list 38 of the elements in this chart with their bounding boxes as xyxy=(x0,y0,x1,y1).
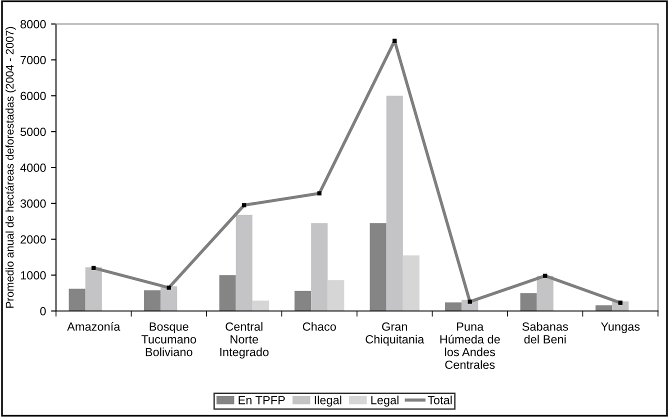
y-tick-label: 2000 xyxy=(20,235,46,244)
x-tick-label: Sabanas del Beni xyxy=(522,322,568,344)
x-tick-label: Puna Húmeda de los Andes Centrales xyxy=(440,322,500,369)
x-tick-label: Yungas xyxy=(600,322,640,334)
bar xyxy=(252,300,269,311)
bar xyxy=(386,96,403,311)
y-tick-label: 0 xyxy=(40,307,46,316)
bar xyxy=(328,280,344,311)
bar xyxy=(219,275,236,311)
x-tick-label: Gran Chiquitania xyxy=(366,322,424,346)
legend-label: Legal xyxy=(371,396,398,407)
y-tick-label: 1000 xyxy=(20,271,46,280)
bar xyxy=(370,223,386,311)
y-tick-label: 3000 xyxy=(20,199,46,208)
bar xyxy=(85,267,102,311)
bar xyxy=(311,223,328,311)
legend-label: En TPFP xyxy=(238,396,285,404)
bar xyxy=(144,290,161,311)
x-tick-label: Central Norte Integrado xyxy=(220,322,269,359)
bar xyxy=(236,214,252,311)
legend-label: Total xyxy=(428,396,452,404)
x-tick-label: Amazonía xyxy=(67,322,120,331)
bar xyxy=(402,255,420,311)
bar xyxy=(160,286,178,311)
y-tick-label: 8000 xyxy=(20,20,46,28)
bar xyxy=(536,276,554,311)
y-tick-label: 4000 xyxy=(20,164,46,172)
y-axis-title: Promedio anual de hectáreas deforestadas (2004 - 2007) xyxy=(5,27,16,308)
x-tick-label: Bosque Tucumano Boliviano xyxy=(141,322,196,356)
bar xyxy=(294,290,312,311)
y-tick-label: 6000 xyxy=(20,92,46,100)
x-tick-label: Chaco xyxy=(302,322,336,331)
bar xyxy=(445,302,462,311)
bar xyxy=(68,288,86,311)
y-tick-label: 5000 xyxy=(20,128,46,136)
bar xyxy=(520,293,537,311)
legend-label: Ilegal xyxy=(314,396,342,407)
y-tick-label: 7000 xyxy=(20,56,46,64)
